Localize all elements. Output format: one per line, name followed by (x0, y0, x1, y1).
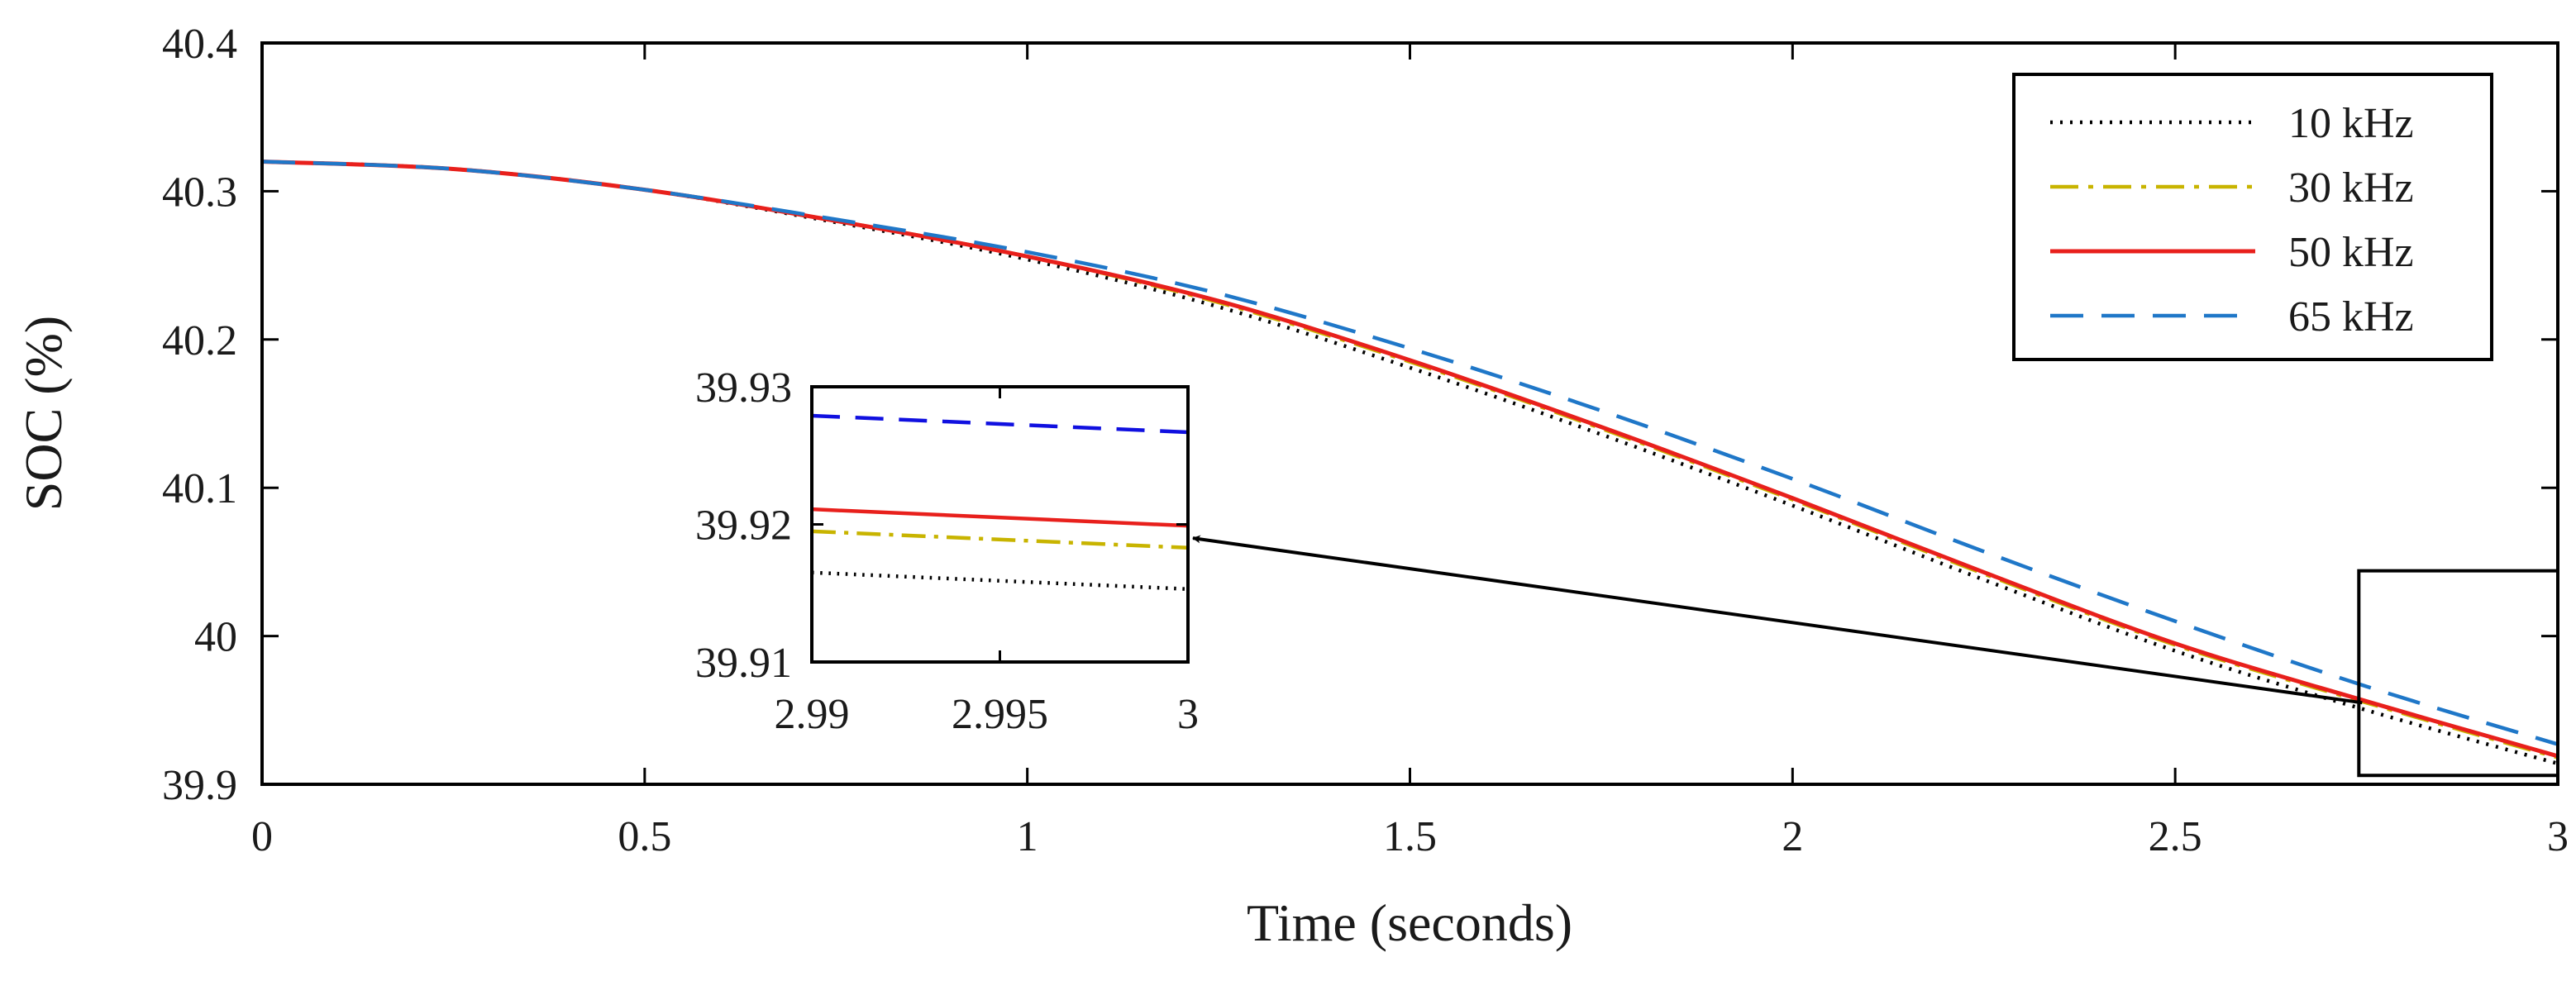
main-plot-ticks: 0 0.5 1 1.5 2 2.5 3 39.9 40 40.1 40.2 40.3 40.4 (162, 21, 2569, 860)
inset-series-line-4 (811, 413, 1189, 435)
inset-x-tick-label: 2.99 (775, 691, 850, 738)
inset-y-tick-label: 39.93 (695, 364, 792, 412)
inset-y-tick-label: 39.92 (695, 502, 792, 550)
legend-label-1: 10 kHz (2288, 100, 2414, 147)
y-tick-label: 39.9 (162, 762, 237, 809)
x-tick-label: 2 (1782, 813, 1803, 860)
zoom-arrow (1192, 535, 2363, 705)
x-tick-label: 0.5 (618, 813, 671, 860)
x-tick-label: 1 (1017, 813, 1038, 860)
legend-label-2: 30 kHz (2288, 164, 2414, 212)
series-line-4 (261, 160, 2559, 746)
inset-series-line-1 (811, 570, 1189, 591)
y-tick-label: 40.4 (162, 21, 237, 68)
inset-zoom-plot: 2.99 2.995 3 39.91 39.92 39.93 (695, 364, 1199, 738)
legend-label-4: 65 kHz (2288, 293, 2414, 340)
x-axis-label: Time (seconds) (1247, 893, 1572, 952)
y-tick-label: 40.2 (162, 317, 237, 364)
y-tick-label: 40.3 (162, 169, 237, 216)
inset-series-line-2 (811, 529, 1189, 550)
y-tick-label: 40 (194, 614, 237, 661)
y-tick-label: 40.1 (162, 465, 237, 512)
inset-x-tick-label: 2.995 (952, 691, 1048, 738)
legend-box (2012, 73, 2493, 361)
x-tick-label: 0 (251, 813, 273, 860)
x-tick-label: 1.5 (1383, 813, 1437, 860)
inset-series-line-3 (811, 507, 1189, 528)
x-tick-label: 3 (2547, 813, 2569, 860)
y-axis-label: SOC (%) (14, 316, 73, 511)
series-line-1 (261, 160, 2559, 766)
inset-series (811, 413, 1189, 591)
main-plot-series (261, 160, 2559, 766)
legend-label-3: 50 kHz (2288, 229, 2414, 276)
legend: 10 kHz 30 kHz 50 kHz 65 kHz (2012, 73, 2493, 361)
inset-x-tick-label: 3 (1177, 691, 1199, 738)
inset-ticks: 2.99 2.995 3 39.91 39.92 39.93 (695, 364, 1199, 738)
inset-y-tick-label: 39.91 (695, 640, 792, 687)
zoom-box (2357, 569, 2559, 778)
x-tick-label: 2.5 (2149, 813, 2202, 860)
